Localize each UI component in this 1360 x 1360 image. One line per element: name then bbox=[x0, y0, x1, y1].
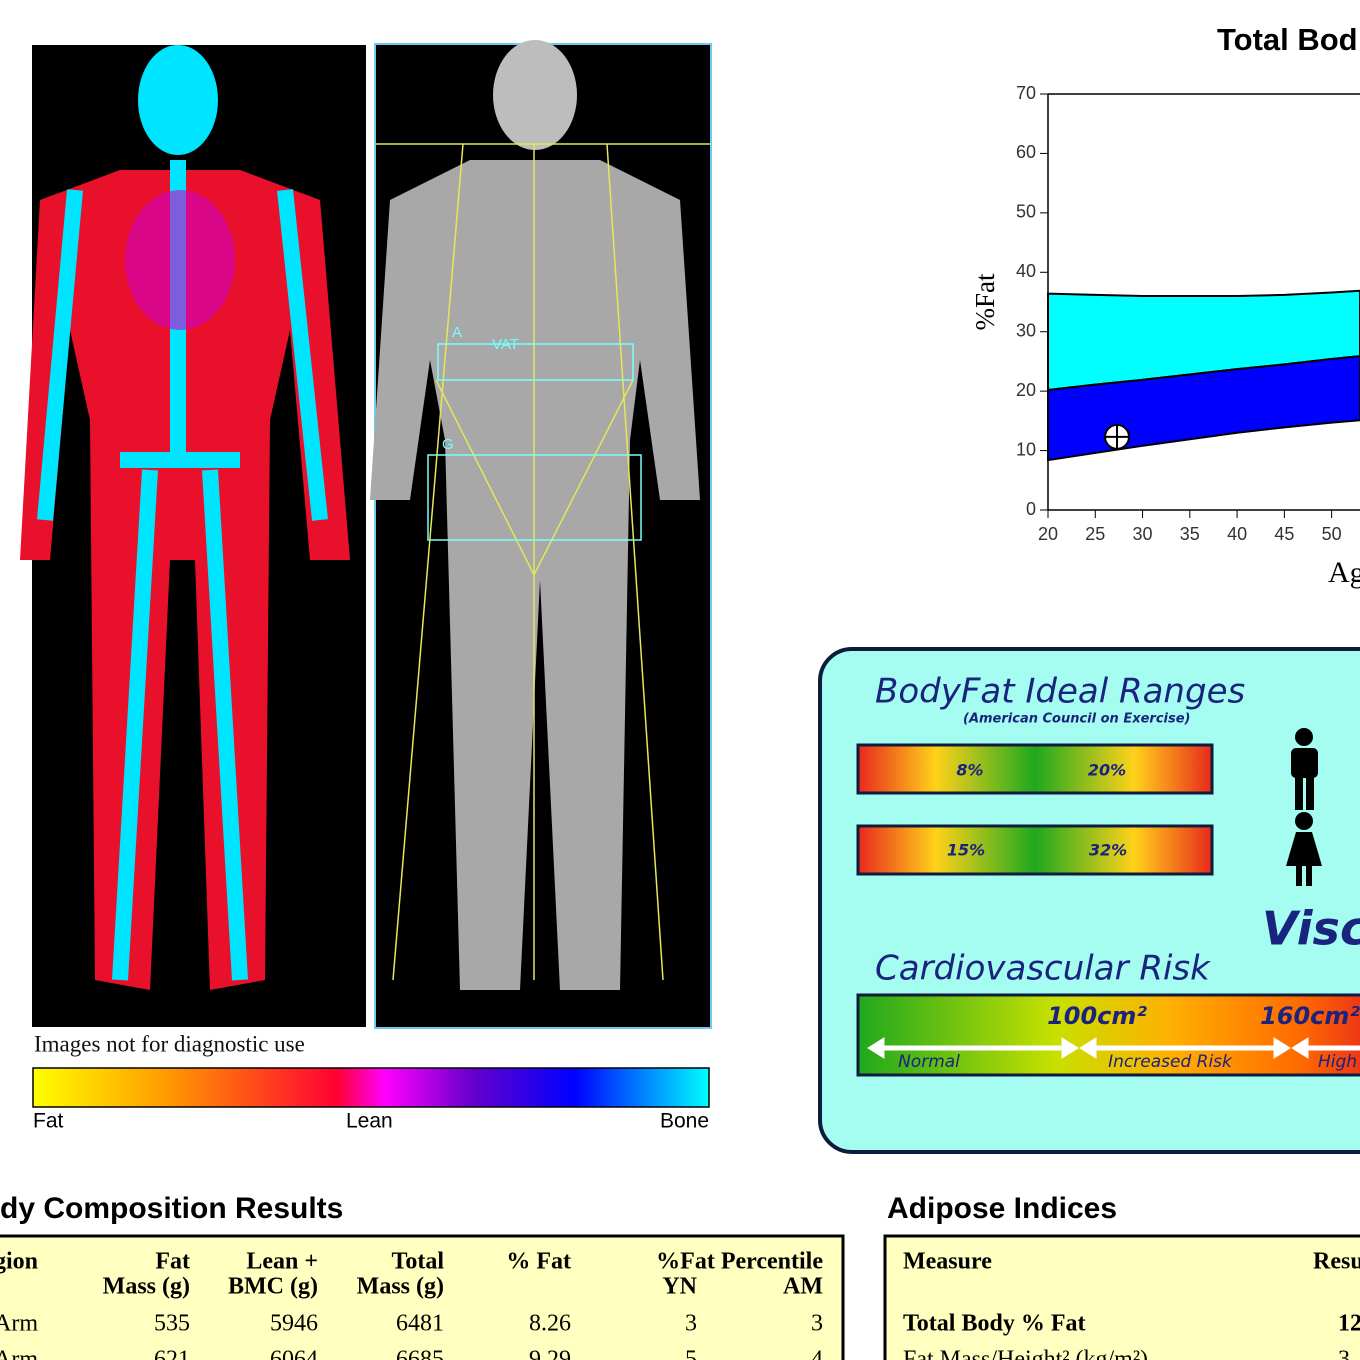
region-label: A bbox=[452, 324, 462, 341]
risk-zone: High bbox=[1318, 1052, 1357, 1072]
x-tick-label: 20 bbox=[1038, 524, 1058, 544]
composition-table bbox=[0, 1234, 845, 1360]
column-header: AM bbox=[783, 1274, 823, 1300]
visceral-title: Visc bbox=[1262, 902, 1360, 956]
scale-label: Fat bbox=[33, 1110, 64, 1133]
table-title: Adipose Indices bbox=[887, 1192, 1117, 1225]
column-header: Measure bbox=[903, 1249, 992, 1275]
adipose-table bbox=[883, 1234, 1360, 1360]
female-range-label: 32% bbox=[1089, 841, 1127, 860]
table-cell: 8.26 bbox=[529, 1311, 571, 1337]
x-axis-label: Ag bbox=[1328, 556, 1360, 589]
y-tick-label: 10 bbox=[1016, 439, 1036, 459]
table-cell: Total Body % Fat bbox=[903, 1311, 1085, 1337]
female-icon bbox=[1286, 812, 1322, 886]
column-header: Total bbox=[392, 1249, 445, 1275]
y-tick-label: 50 bbox=[1016, 202, 1036, 222]
column-header: gion bbox=[0, 1249, 38, 1275]
chart-title: Total Bod bbox=[1217, 22, 1358, 57]
image-caption: Images not for diagnostic use bbox=[34, 1031, 305, 1056]
x-tick-label: 25 bbox=[1085, 524, 1105, 544]
x-tick-label: 45 bbox=[1274, 524, 1294, 544]
table-cell: 6064 bbox=[270, 1347, 318, 1360]
grey-body bbox=[370, 40, 710, 990]
y-tick-label: 70 bbox=[1016, 83, 1036, 103]
column-header: Fat bbox=[155, 1249, 190, 1275]
table-cell: 5 bbox=[685, 1347, 697, 1360]
tissue-scale bbox=[32, 1067, 710, 1108]
table-cell: Fat Mass/Height² (kg/m²) bbox=[903, 1347, 1148, 1360]
column-header: Lean + bbox=[246, 1249, 318, 1275]
scale-label: Bone bbox=[660, 1110, 709, 1133]
table-cell: 12 bbox=[1338, 1311, 1360, 1337]
column-header: YN bbox=[662, 1274, 697, 1300]
table-cell: 9.29 bbox=[529, 1347, 571, 1360]
table-cell: 4 bbox=[811, 1347, 823, 1360]
column-group-header: %Fat Percentile bbox=[656, 1249, 823, 1275]
y-tick-label: 30 bbox=[1016, 320, 1036, 340]
table-title: dy Composition Results bbox=[0, 1192, 343, 1225]
region-label: VAT bbox=[492, 336, 519, 353]
table-cell: 3 bbox=[685, 1311, 697, 1337]
table-cell: 3 bbox=[1338, 1347, 1350, 1360]
male-range-label: 20% bbox=[1088, 761, 1126, 780]
risk-threshold: 160cm² bbox=[1260, 1002, 1360, 1030]
x-tick-label: 30 bbox=[1133, 524, 1153, 544]
table-cell: 6481 bbox=[396, 1311, 444, 1337]
risk-zone: Normal bbox=[898, 1052, 960, 1072]
point-cross bbox=[1105, 424, 1130, 449]
column-header: Mass (g) bbox=[103, 1274, 190, 1300]
column-header: Resu bbox=[1313, 1249, 1360, 1275]
x-tick-label: 35 bbox=[1180, 524, 1200, 544]
scale-label: Lean bbox=[346, 1110, 393, 1133]
y-tick-label: 40 bbox=[1016, 261, 1036, 281]
table-cell: 5946 bbox=[270, 1311, 318, 1337]
table-cell: 3 bbox=[811, 1311, 823, 1337]
panel-title: BodyFat Ideal Ranges bbox=[875, 672, 1245, 712]
y-tick-label: 60 bbox=[1016, 142, 1036, 162]
male-range-label: 8% bbox=[956, 761, 983, 780]
column-header: BMC (g) bbox=[228, 1274, 318, 1300]
y-tick-label: 20 bbox=[1016, 380, 1036, 400]
risk-zone: Increased Risk bbox=[1108, 1052, 1233, 1072]
male-range-bar bbox=[856, 743, 1214, 795]
x-tick-label: 50 bbox=[1322, 524, 1342, 544]
risk-title: Cardiovascular Risk bbox=[875, 949, 1211, 989]
risk-bar bbox=[856, 993, 1360, 1077]
male-icon bbox=[1291, 728, 1318, 810]
region-label: G bbox=[442, 436, 454, 453]
color-body bbox=[20, 45, 350, 990]
column-header: Mass (g) bbox=[357, 1274, 444, 1300]
table-cell: 535 bbox=[154, 1311, 190, 1337]
x-tick-label: 40 bbox=[1227, 524, 1247, 544]
risk-arrows bbox=[867, 1037, 1360, 1059]
table-cell: Arm bbox=[0, 1347, 38, 1360]
table-cell: Arm bbox=[0, 1311, 38, 1337]
female-range-bar bbox=[856, 824, 1214, 876]
table-cell: 6685 bbox=[396, 1347, 444, 1360]
column-header: % Fat bbox=[506, 1249, 571, 1275]
risk-threshold: 100cm² bbox=[1047, 1002, 1147, 1030]
y-axis-label: %Fat bbox=[970, 273, 1000, 330]
fat-chart: Total Bod %Fat Ag 0 10 20 30 40 50 60 70 20 25 30 3… bbox=[970, 22, 1360, 589]
panel-subtitle: (American Council on Exercise) bbox=[963, 712, 1190, 727]
y-tick-label: 0 bbox=[1026, 499, 1036, 519]
table-cell: 621 bbox=[154, 1347, 190, 1360]
female-range-label: 15% bbox=[947, 841, 985, 860]
